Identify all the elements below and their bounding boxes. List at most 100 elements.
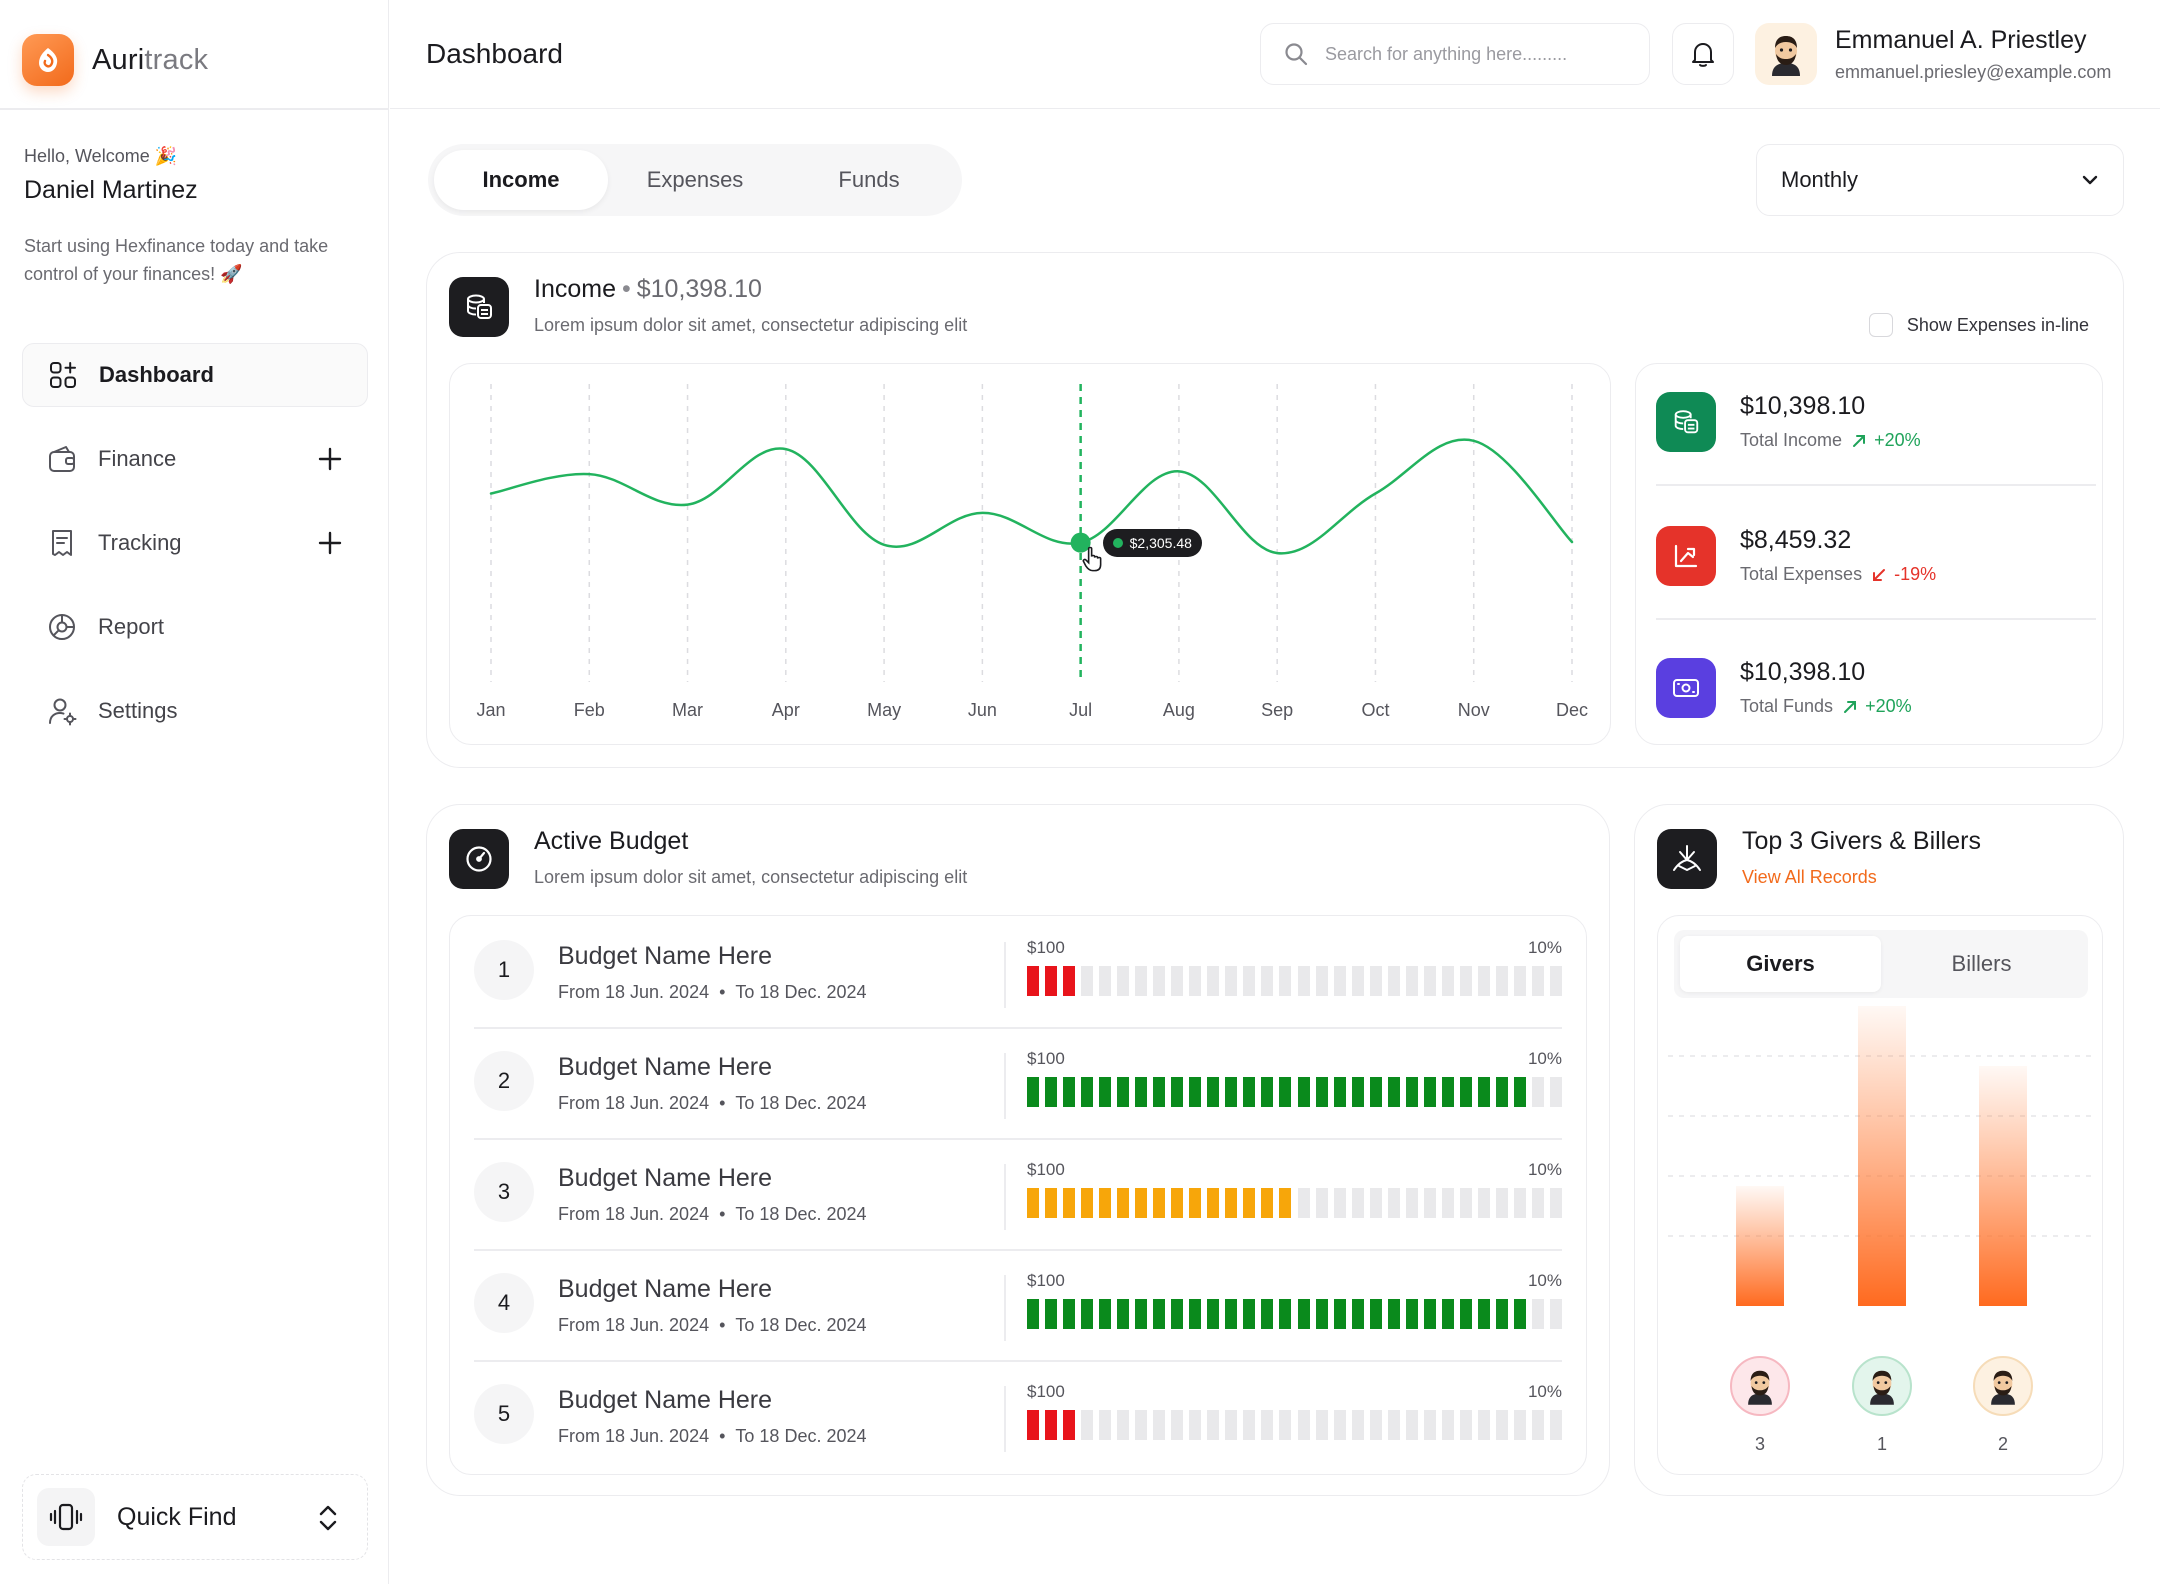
budget-row[interactable]: 3 Budget Name Here From 18 Jun. 2024 • To … (474, 1138, 1562, 1249)
stat-total-income[interactable]: $10,398.10 Total Income +20% (1656, 388, 2076, 498)
page-title: Dashboard (426, 38, 563, 69)
tooltip-dot (1112, 537, 1123, 548)
data-point[interactable] (583, 468, 595, 480)
sidebar-item-settings[interactable]: Settings (22, 679, 368, 743)
tab-billers[interactable]: Billers (1951, 951, 2012, 976)
progress-segment-filled (1027, 1077, 1040, 1107)
progress-segment-empty (1513, 1188, 1526, 1218)
stat-value: $8,459.32 (1740, 526, 1852, 554)
progress-segment-filled (1063, 1410, 1076, 1440)
sidebar-item-dashboard[interactable]: Dashboard (22, 343, 368, 407)
progress-segment-empty (1549, 966, 1562, 996)
income-card-subtitle: Lorem ipsum dolor sit amet, consectetur … (534, 315, 968, 335)
data-point[interactable] (1173, 465, 1185, 477)
progress-segment-empty (1315, 1410, 1328, 1440)
progress-segment-filled (1225, 1077, 1238, 1107)
data-point[interactable] (1369, 487, 1381, 499)
chevron-down-icon (2082, 175, 2098, 185)
data-point[interactable] (976, 507, 988, 519)
plus-icon[interactable] (316, 529, 344, 557)
sidebar-item-tracking[interactable]: Tracking (22, 511, 368, 575)
progress-segment-empty (1135, 1410, 1148, 1440)
stat-change-value: +20% (1865, 696, 1912, 716)
giver-avatar[interactable] (1852, 1356, 1912, 1416)
budget-row-from: From 18 Jun. 2024 (558, 1426, 710, 1446)
brand[interactable]: Auritrack (22, 33, 208, 87)
progress-segment-empty (1297, 1188, 1310, 1218)
progress-segment-filled (1099, 1077, 1112, 1107)
stat-label: Total Expenses (1740, 564, 1863, 584)
progress-segment-filled (1387, 1077, 1400, 1107)
budget-row-from: From 18 Jun. 2024 (558, 1204, 710, 1224)
progress-segment-filled (1117, 1077, 1130, 1107)
data-point[interactable] (1566, 536, 1578, 548)
budget-card-title: Active Budget (534, 827, 689, 855)
sidebar-item-report[interactable]: Report (22, 595, 368, 659)
data-point[interactable] (682, 499, 694, 511)
budget-row-name: Budget Name Here (558, 1164, 773, 1192)
show-expenses-checkbox[interactable] (1868, 313, 1893, 337)
stat-total-funds[interactable]: $10,398.10 Total Funds +20% (1656, 654, 2076, 764)
budget-row[interactable]: 2 Budget Name Here From 18 Jun. 2024 • To … (474, 1027, 1562, 1138)
budget-row-separator (474, 1027, 1562, 1029)
tab-income[interactable]: Income (434, 150, 608, 210)
tab-funds[interactable]: Funds (838, 167, 900, 192)
sidebar-divider (0, 108, 389, 110)
search-box[interactable] (1260, 23, 1650, 85)
budget-row-dates: From 18 Jun. 2024 • To 18 Dec. 2024 (558, 1426, 867, 1446)
budget-list: 1 Budget Name Here From 18 Jun. 2024 • To … (449, 915, 1587, 1475)
sidebar-item-finance[interactable]: Finance (22, 427, 368, 491)
giver-bar-rank-3[interactable] (1736, 1186, 1784, 1306)
data-point[interactable] (485, 487, 497, 499)
progress-segment-filled (1477, 1077, 1490, 1107)
tab-expenses[interactable]: Expenses (646, 167, 744, 192)
arrow-up-right-icon (1844, 700, 1857, 713)
data-point[interactable] (780, 443, 792, 455)
progress-segment-empty (1459, 966, 1472, 996)
sidebar: Auritrack Hello, Welcome 🎉 Daniel Martin… (0, 0, 389, 1584)
progress-segment-empty (1513, 1410, 1526, 1440)
budget-row-to: To 18 Dec. 2024 (735, 1426, 867, 1446)
arrow-up-right-icon (1853, 434, 1866, 447)
highlight-point[interactable] (1070, 532, 1091, 553)
notifications-button[interactable] (1672, 23, 1734, 85)
month-label-jun: Jun (967, 700, 997, 720)
show-expenses-toggle[interactable]: Show Expenses in-line (1868, 313, 2089, 337)
search-input[interactable] (1325, 43, 1625, 65)
budget-row-dates: From 18 Jun. 2024 • To 18 Dec. 2024 (558, 1093, 867, 1113)
giver-avatar[interactable] (1973, 1356, 2033, 1416)
month-label-mar: Mar (672, 700, 704, 720)
progress-segment-filled (1045, 1410, 1058, 1440)
tab-givers[interactable]: Givers (1680, 936, 1881, 992)
income-title-text: Income (534, 275, 616, 303)
data-point[interactable] (1271, 547, 1283, 559)
period-select-value: Monthly (1781, 167, 1859, 192)
view-all-records-link[interactable]: View All Records (1742, 867, 1877, 887)
progress-segment-empty (1495, 1410, 1508, 1440)
data-point[interactable] (878, 539, 890, 551)
budget-row-number: 1 (474, 940, 534, 1000)
data-point[interactable] (1468, 435, 1480, 447)
budget-row-from: From 18 Jun. 2024 (558, 1093, 710, 1113)
progress-segment-filled (1297, 1077, 1310, 1107)
progress-segment-empty (1477, 966, 1490, 996)
top-givers-card: Top 3 Givers & Billers View All Records … (1634, 804, 2124, 1496)
budget-row[interactable]: 1 Budget Name Here From 18 Jun. 2024 • To … (474, 916, 1562, 1027)
giver-bar-rank-1[interactable] (1858, 1006, 1906, 1306)
progress-segment-empty (1513, 966, 1526, 996)
budget-row[interactable]: 4 Budget Name Here From 18 Jun. 2024 • To … (474, 1249, 1562, 1360)
giver-bar-rank-2[interactable] (1979, 1066, 2027, 1306)
income-series-line[interactable] (489, 438, 1574, 555)
income-line-chart[interactable] (450, 364, 1612, 746)
plus-icon[interactable] (316, 445, 344, 473)
budget-row-dates: From 18 Jun. 2024 • To 18 Dec. 2024 (558, 982, 867, 1002)
user-avatar[interactable] (1755, 23, 1817, 85)
progress-segment-empty (1315, 1188, 1328, 1218)
progress-segment-filled (1099, 1299, 1112, 1329)
progress-segment-filled (1225, 1299, 1238, 1329)
budget-row[interactable]: 5 Budget Name Here From 18 Jun. 2024 • To … (474, 1360, 1562, 1471)
quick-find-button[interactable]: Quick Find (22, 1474, 368, 1560)
giver-avatar[interactable] (1730, 1356, 1790, 1416)
stat-total-expenses[interactable]: $8,459.32 Total Expenses -19% (1656, 522, 2076, 632)
period-select[interactable]: Monthly (1756, 144, 2124, 216)
